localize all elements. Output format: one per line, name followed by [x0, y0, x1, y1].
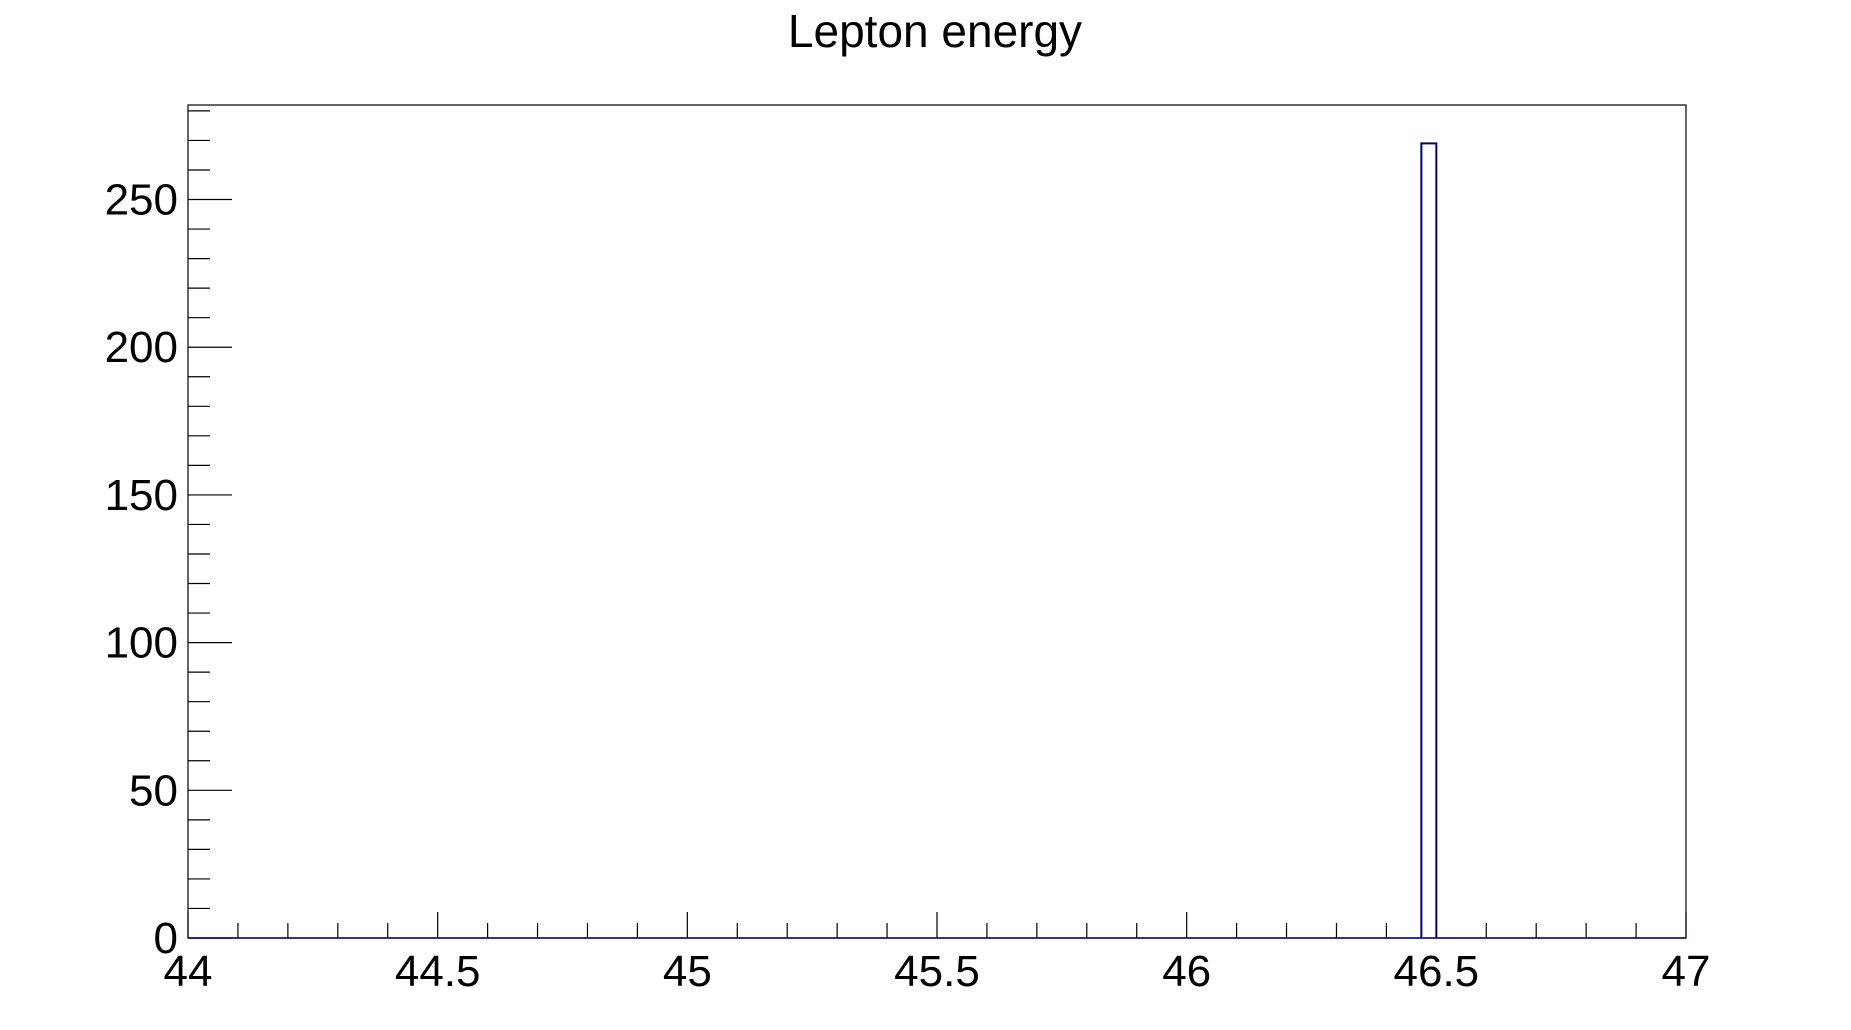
- y-axis-tick-labels: 0 50 100 150 200 250: [105, 176, 178, 963]
- chart-title: Lepton energy: [788, 5, 1082, 57]
- x-axis-tick-labels: 44 44.5 45 45.5 46 46.5 47: [164, 947, 1711, 996]
- x-tick-label: 44.5: [395, 947, 481, 996]
- y-tick-label: 150: [105, 471, 178, 520]
- x-tick-label: 45.5: [894, 947, 980, 996]
- y-tick-label: 50: [129, 766, 178, 815]
- x-tick-label: 44: [164, 947, 213, 996]
- y-tick-label: 200: [105, 323, 178, 372]
- plot-frame: [187, 104, 1687, 939]
- histogram-bars: [188, 142, 1686, 939]
- x-tick-label: 45: [663, 947, 712, 996]
- histogram-bin: [1420, 142, 1438, 938]
- x-tick-label: 47: [1662, 947, 1711, 996]
- y-tick-label: 250: [105, 176, 178, 225]
- x-tick-label: 46: [1162, 947, 1211, 996]
- y-tick-label: 0: [154, 914, 178, 963]
- x-axis-ticks: [187, 912, 1687, 938]
- x-tick-label: 46.5: [1394, 947, 1480, 996]
- y-tick-label: 100: [105, 619, 178, 668]
- y-axis-ticks: [188, 110, 232, 939]
